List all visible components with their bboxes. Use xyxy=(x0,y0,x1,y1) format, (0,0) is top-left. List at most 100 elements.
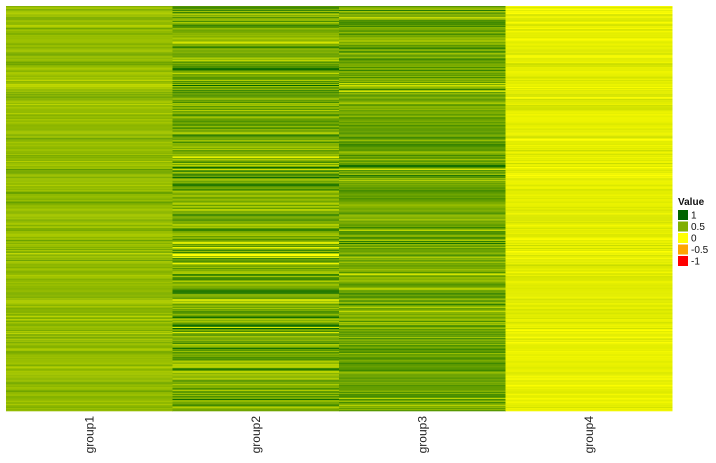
heatmap-cell xyxy=(505,165,673,168)
heatmap-cell xyxy=(172,384,340,386)
heatmap-cell xyxy=(505,52,673,54)
heatmap-cell xyxy=(6,100,173,102)
heatmap-cell xyxy=(6,250,173,252)
heatmap-cell xyxy=(172,97,340,99)
heatmap-cell xyxy=(505,386,673,389)
heatmap-cell xyxy=(172,175,340,177)
heatmap-cell xyxy=(6,31,173,33)
heatmap-cell xyxy=(339,78,506,81)
heatmap-cell xyxy=(6,346,173,348)
heatmap-cell xyxy=(339,299,506,301)
heatmap-cell xyxy=(172,242,340,245)
heatmap-cell xyxy=(172,408,340,411)
heatmap-cell xyxy=(339,74,506,77)
heatmap-cell xyxy=(339,180,506,182)
heatmap-cell xyxy=(339,170,506,172)
heatmap-cell xyxy=(339,103,506,105)
heatmap-cell xyxy=(339,77,506,80)
heatmap-cell xyxy=(6,361,173,363)
heatmap-cell xyxy=(6,125,173,127)
heatmap-cell xyxy=(6,399,173,402)
heatmap-cell xyxy=(6,407,173,410)
heatmap-cell xyxy=(6,59,173,61)
heatmap-cell xyxy=(6,374,173,376)
heatmap-cell xyxy=(505,224,673,227)
heatmap-cell xyxy=(6,312,173,315)
heatmap-cell xyxy=(6,79,173,82)
heatmap-cell xyxy=(172,66,340,69)
heatmap-cell xyxy=(339,265,506,267)
heatmap-cell xyxy=(172,87,340,89)
heatmap-cell xyxy=(505,54,673,56)
heatmap-cell xyxy=(172,397,340,400)
heatmap-cell xyxy=(339,139,506,141)
heatmap-cell xyxy=(339,163,506,166)
heatmap-cell xyxy=(339,199,506,201)
heatmap-cell xyxy=(172,309,340,312)
heatmap-cell xyxy=(505,181,673,183)
heatmap-cell xyxy=(6,295,173,297)
heatmap-cell xyxy=(339,393,506,396)
heatmap-cell xyxy=(172,134,340,136)
heatmap-cell xyxy=(505,232,673,235)
heatmap-cell xyxy=(505,345,673,347)
heatmap-cell xyxy=(6,70,173,73)
heatmap-cell xyxy=(339,351,506,353)
heatmap-cell xyxy=(172,379,340,381)
heatmap-cell xyxy=(6,44,173,46)
heatmap-cell xyxy=(6,90,173,92)
heatmap-cell xyxy=(339,140,506,142)
heatmap-cell xyxy=(339,330,506,332)
heatmap-cell xyxy=(172,337,340,339)
heatmap-cell xyxy=(339,247,506,250)
heatmap-cell xyxy=(6,130,173,132)
heatmap-cell xyxy=(505,255,673,257)
heatmap-cell xyxy=(339,359,506,361)
heatmap-cell xyxy=(505,291,673,293)
heatmap-cell xyxy=(172,366,340,368)
heatmap-cell xyxy=(172,267,340,269)
heatmap-cell xyxy=(6,91,173,93)
heatmap-cell xyxy=(6,270,173,272)
heatmap-cell xyxy=(172,32,340,34)
heatmap-cell xyxy=(6,27,173,29)
heatmap-cell xyxy=(339,19,506,21)
heatmap-cell xyxy=(172,271,340,273)
heatmap-cell xyxy=(6,331,173,333)
heatmap-cell xyxy=(505,245,673,248)
heatmap-cell xyxy=(172,278,340,280)
heatmap-cell xyxy=(339,372,506,374)
heatmap-cell xyxy=(505,371,673,373)
heatmap-cell xyxy=(6,332,173,334)
heatmap-cell xyxy=(6,280,173,282)
heatmap-cell xyxy=(172,211,340,213)
heatmap-cell xyxy=(6,296,173,298)
heatmap-cell xyxy=(172,287,340,289)
heatmap-cell xyxy=(6,11,173,13)
heatmap-cell xyxy=(172,365,340,367)
heatmap-cell xyxy=(339,322,506,325)
heatmap-cell xyxy=(339,244,506,247)
heatmap-cell xyxy=(6,406,173,409)
heatmap-cell xyxy=(172,273,340,275)
heatmap-cell xyxy=(339,285,506,287)
heatmap-cell xyxy=(339,269,506,271)
heatmap-cell xyxy=(6,402,173,405)
heatmap-cell xyxy=(172,406,340,409)
heatmap-cell xyxy=(339,59,506,61)
heatmap-cell xyxy=(172,190,340,192)
heatmap-cell xyxy=(339,267,506,269)
heatmap-cell xyxy=(339,75,506,78)
x-tick-label: group3 xyxy=(415,416,429,454)
heatmap-cell xyxy=(172,353,340,355)
heatmap-cell xyxy=(6,288,173,290)
heatmap-cell xyxy=(505,398,673,401)
heatmap-cell xyxy=(505,108,673,110)
heatmap-cell xyxy=(339,398,506,401)
heatmap-cell xyxy=(505,284,673,286)
heatmap-cell xyxy=(6,138,173,140)
heatmap-cell xyxy=(339,172,506,174)
heatmap-cell xyxy=(6,320,173,323)
heatmap-cell xyxy=(505,279,673,281)
